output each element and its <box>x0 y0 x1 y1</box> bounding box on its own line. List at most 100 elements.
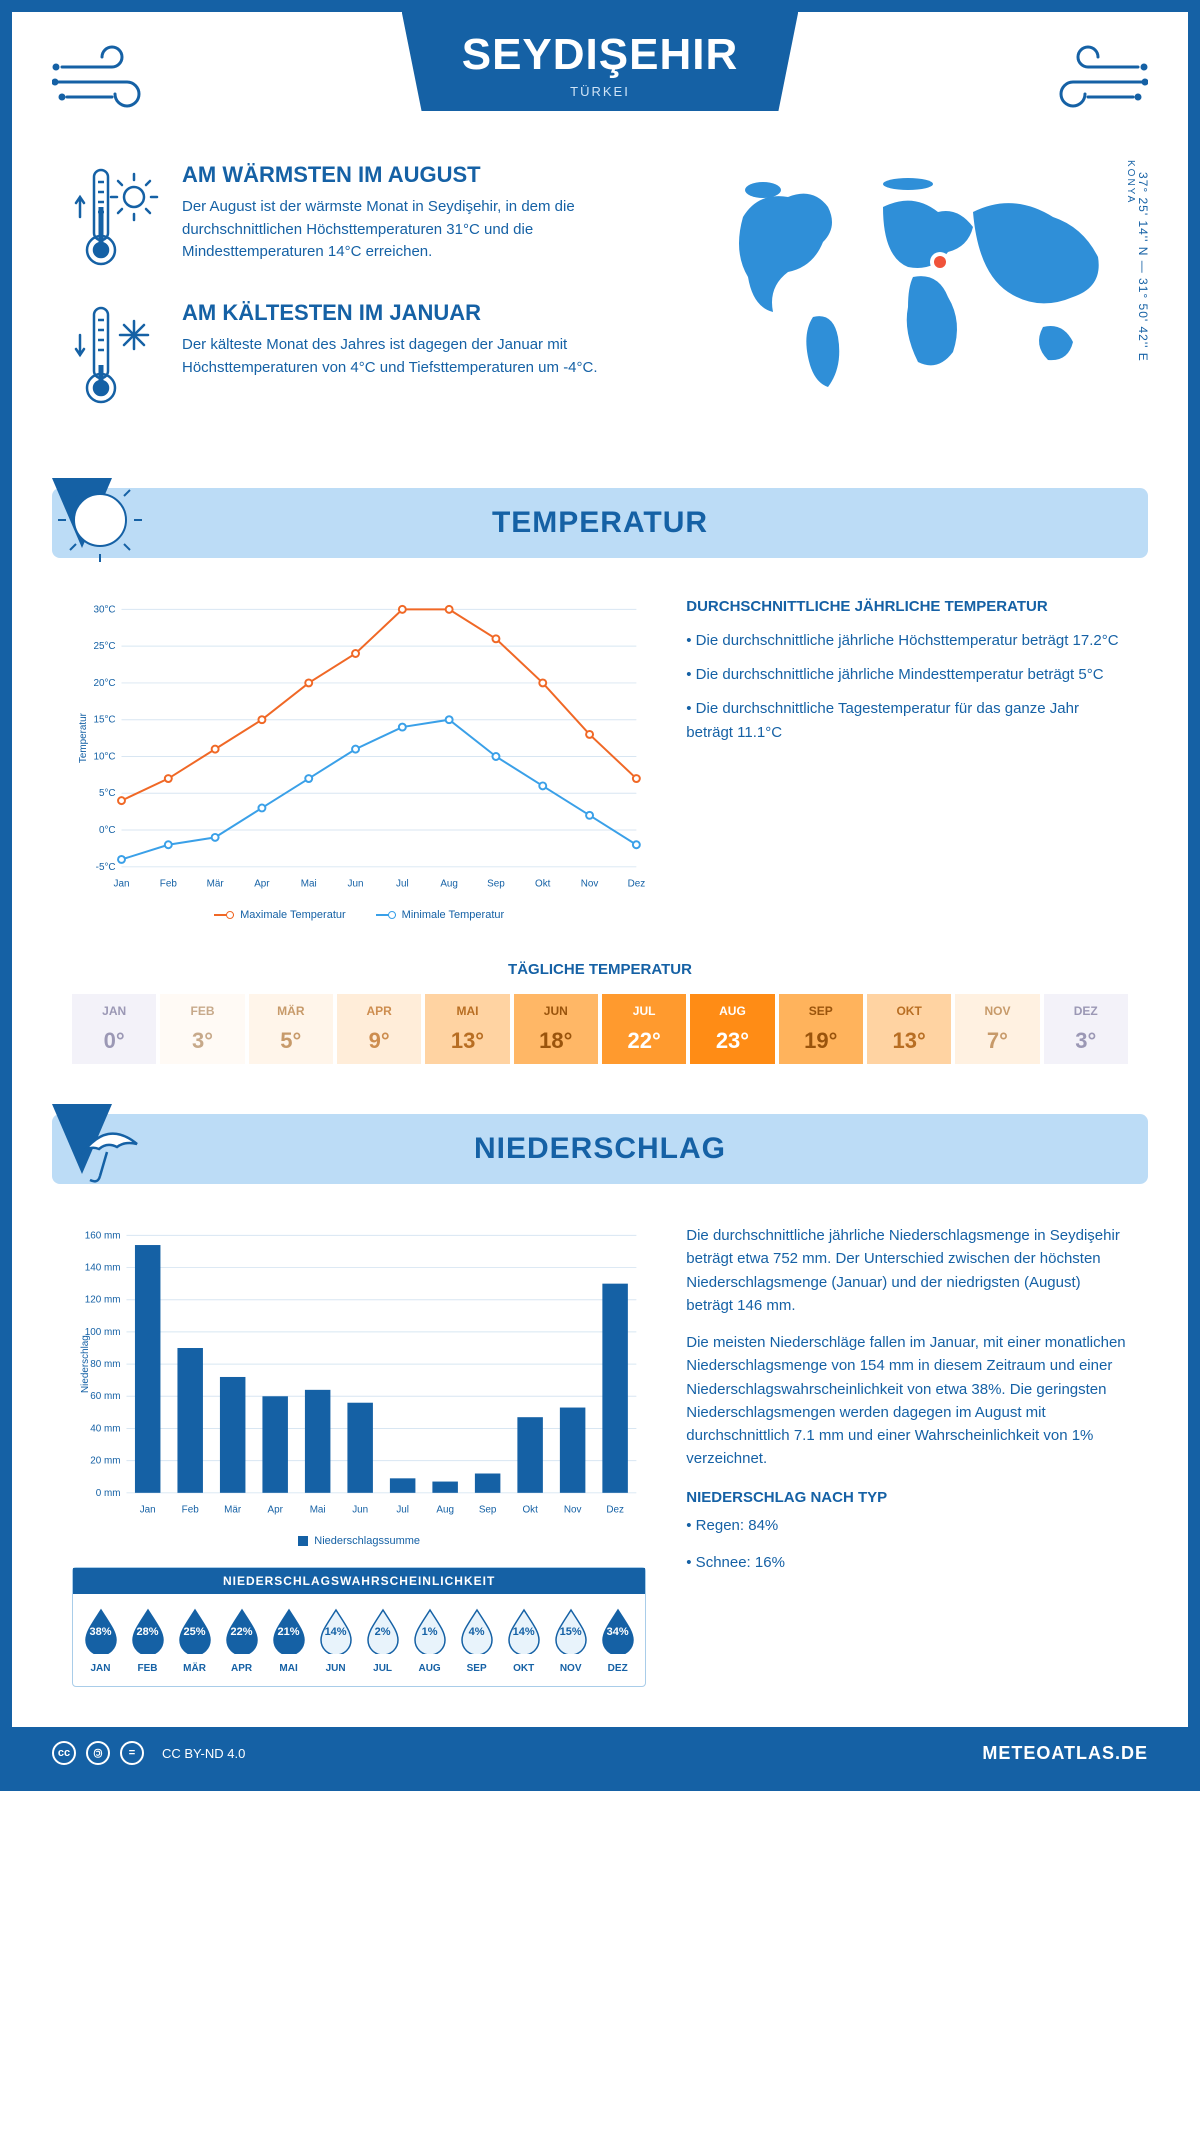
svg-text:10°C: 10°C <box>93 751 115 762</box>
prob-drop: 34%DEZ <box>599 1606 637 1674</box>
legend-max: Maximale Temperatur <box>240 909 346 921</box>
svg-text:Mär: Mär <box>207 879 225 890</box>
climate-facts: AM WÄRMSTEN IM AUGUST Der August ist der… <box>72 162 668 438</box>
temp-section-header: TEMPERATUR <box>52 488 1148 558</box>
sun-icon <box>52 478 152 568</box>
svg-text:Aug: Aug <box>440 879 458 890</box>
coldest-text: Der kälteste Monat des Jahres ist dagege… <box>182 334 668 379</box>
region-label: KONYA <box>1125 160 1136 204</box>
svg-text:Mai: Mai <box>310 1505 326 1516</box>
svg-text:Jul: Jul <box>396 1505 409 1516</box>
wind-icon <box>1028 42 1148 122</box>
prob-drop: 2%JUL <box>364 1606 402 1674</box>
precip-para2: Die meisten Niederschläge fallen im Janu… <box>686 1331 1128 1471</box>
daily-temp-cell: MAI13° <box>425 994 509 1064</box>
svg-text:Dez: Dez <box>606 1505 624 1516</box>
daily-temp-grid: JAN0°FEB3°MÄR5°APR9°MAI13°JUN18°JUL22°AU… <box>72 994 1128 1064</box>
svg-text:Niederschlag: Niederschlag <box>80 1335 91 1393</box>
world-map: KONYA 37° 25' 14'' N — 31° 50' 42'' E <box>708 162 1128 438</box>
coordinates: 37° 25' 14'' N — 31° 50' 42'' E <box>1136 172 1150 362</box>
precip-section-header: NIEDERSCHLAG <box>52 1114 1148 1184</box>
svg-text:Jun: Jun <box>352 1505 368 1516</box>
svg-text:Okt: Okt <box>535 879 551 890</box>
top-section: AM WÄRMSTEN IM AUGUST Der August ist der… <box>12 142 1188 478</box>
svg-text:Aug: Aug <box>436 1505 454 1516</box>
daily-temp-cell: OKT13° <box>867 994 951 1064</box>
legend-min: Minimale Temperatur <box>402 909 505 921</box>
prob-drop: 38%JAN <box>82 1606 120 1674</box>
prob-drop: 22%APR <box>223 1606 261 1674</box>
precip-type-heading: NIEDERSCHLAG NACH TYP <box>686 1489 1128 1506</box>
svg-text:-5°C: -5°C <box>96 862 116 873</box>
svg-text:40 mm: 40 mm <box>90 1423 120 1434</box>
svg-text:0°C: 0°C <box>99 825 116 836</box>
header: SEYDIŞEHIR TÜRKEI <box>12 12 1188 142</box>
daily-temp-cell: DEZ3° <box>1044 994 1128 1064</box>
prob-drop: 28%FEB <box>129 1606 167 1674</box>
svg-text:Okt: Okt <box>522 1505 538 1516</box>
temp-heading: TEMPERATUR <box>492 506 708 540</box>
page-wrapper: SEYDIŞEHIR TÜRKEI <box>0 0 1200 1791</box>
temp-legend: Maximale Temperatur Minimale Temperatur <box>72 909 646 921</box>
svg-text:Feb: Feb <box>160 879 178 890</box>
svg-text:Dez: Dez <box>628 879 646 890</box>
svg-text:80 mm: 80 mm <box>90 1359 120 1370</box>
city-title: SEYDIŞEHIR <box>462 30 739 80</box>
svg-text:Apr: Apr <box>267 1505 283 1516</box>
svg-text:60 mm: 60 mm <box>90 1391 120 1402</box>
license-text: CC BY-ND 4.0 <box>162 1746 245 1761</box>
legend-precip: Niederschlagssumme <box>314 1535 420 1547</box>
precip-bar-chart: 0 mm20 mm40 mm60 mm80 mm100 mm120 mm140 … <box>72 1224 646 1547</box>
warmest-text: Der August ist der wärmste Monat in Seyd… <box>182 196 668 264</box>
svg-text:Jan: Jan <box>114 879 130 890</box>
country-subtitle: TÜRKEI <box>462 84 739 99</box>
footer: cc 🄯 = CC BY-ND 4.0 METEOATLAS.DE <box>12 1727 1188 1779</box>
coldest-fact: AM KÄLTESTEN IM JANUAR Der kälteste Mona… <box>72 300 668 410</box>
license-badges: cc 🄯 = CC BY-ND 4.0 <box>52 1741 245 1765</box>
temp-bullet: • Die durchschnittliche Tagestemperatur … <box>686 697 1128 745</box>
svg-text:Mär: Mär <box>224 1505 242 1516</box>
umbrella-icon <box>52 1104 152 1194</box>
daily-temp-cell: APR9° <box>337 994 421 1064</box>
temp-text-heading: DURCHSCHNITTLICHE JÄHRLICHE TEMPERATUR <box>686 598 1128 615</box>
svg-text:Nov: Nov <box>581 879 599 890</box>
svg-text:Mai: Mai <box>301 879 317 890</box>
svg-text:Apr: Apr <box>254 879 270 890</box>
prob-drop: 25%MÄR <box>176 1606 214 1674</box>
daily-temp-cell: NOV7° <box>955 994 1039 1064</box>
svg-text:30°C: 30°C <box>93 604 115 615</box>
svg-text:Sep: Sep <box>487 879 505 890</box>
svg-text:Jan: Jan <box>140 1505 156 1516</box>
precip-content: 0 mm20 mm40 mm60 mm80 mm100 mm120 mm140 … <box>12 1194 1188 1727</box>
svg-text:Sep: Sep <box>479 1505 497 1516</box>
temp-content: -5°C0°C5°C10°C15°C20°C25°C30°CJanFebMärA… <box>12 568 1188 951</box>
precip-probability-box: NIEDERSCHLAGSWAHRSCHEINLICHKEIT 38%JAN28… <box>72 1567 646 1687</box>
svg-text:Nov: Nov <box>564 1505 582 1516</box>
prob-drop: 4%SEP <box>458 1606 496 1674</box>
daily-temp-cell: SEP19° <box>779 994 863 1064</box>
prob-drop: 15%NOV <box>552 1606 590 1674</box>
svg-text:160 mm: 160 mm <box>85 1230 121 1241</box>
prob-drop: 14%JUN <box>317 1606 355 1674</box>
svg-text:120 mm: 120 mm <box>85 1295 121 1306</box>
daily-temp-cell: MÄR5° <box>249 994 333 1064</box>
svg-text:Feb: Feb <box>182 1505 200 1516</box>
precip-type-bullet: • Regen: 84% <box>686 1514 1128 1537</box>
warmest-title: AM WÄRMSTEN IM AUGUST <box>182 162 668 188</box>
warmest-fact: AM WÄRMSTEN IM AUGUST Der August ist der… <box>72 162 668 272</box>
prob-drop: 21%MAI <box>270 1606 308 1674</box>
svg-text:0 mm: 0 mm <box>96 1488 121 1499</box>
svg-text:Temperatur: Temperatur <box>78 712 89 763</box>
daily-temp-cell: AUG23° <box>690 994 774 1064</box>
temp-bullet: • Die durchschnittliche jährliche Höchst… <box>686 629 1128 653</box>
svg-text:15°C: 15°C <box>93 715 115 726</box>
temp-stats: DURCHSCHNITTLICHE JÄHRLICHE TEMPERATUR •… <box>686 598 1128 921</box>
svg-text:140 mm: 140 mm <box>85 1263 121 1274</box>
prob-drop: 14%OKT <box>505 1606 543 1674</box>
svg-text:25°C: 25°C <box>93 641 115 652</box>
svg-text:5°C: 5°C <box>99 788 116 799</box>
svg-text:20 mm: 20 mm <box>90 1456 120 1467</box>
precip-legend: Niederschlagssumme <box>72 1535 646 1547</box>
daily-temp-cell: FEB3° <box>160 994 244 1064</box>
thermometer-snow-icon <box>72 300 162 410</box>
